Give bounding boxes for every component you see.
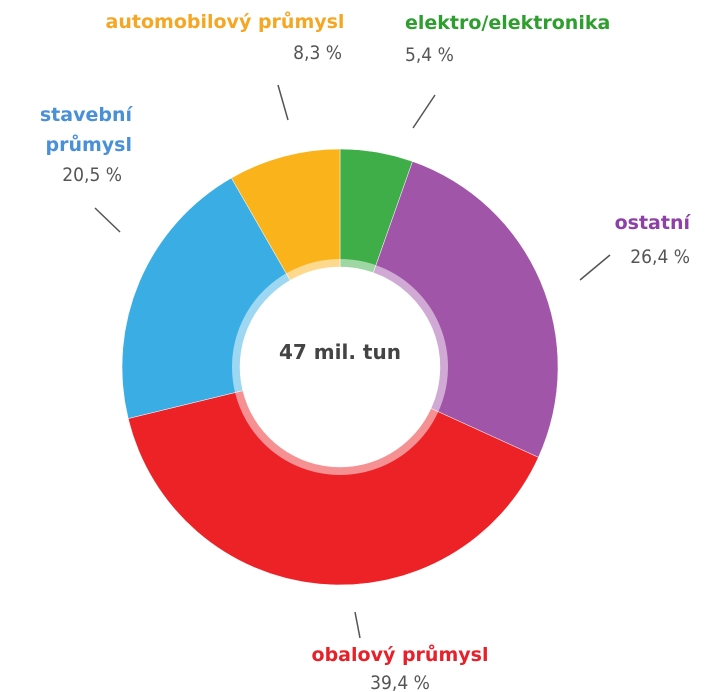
slice-value: 8,3 % (293, 42, 342, 64)
slice-value: 39,4 % (370, 672, 430, 692)
leader-line (579, 254, 611, 281)
slice-name: ostatní (614, 212, 690, 234)
slice (372, 161, 559, 458)
leader-line (354, 611, 361, 639)
center-label: 47 mil. tun (279, 340, 401, 364)
leader-line (94, 207, 121, 233)
slice (231, 148, 341, 281)
slice (127, 390, 539, 586)
slice-name: obalový průmysl (311, 644, 489, 666)
slice-value: 26,4 % (630, 246, 690, 268)
slice-value: 5,4 % (405, 44, 454, 66)
slice-name: stavební průmysl (39, 104, 132, 156)
slice (121, 177, 291, 419)
leader-line (277, 84, 289, 121)
slice-name: elektro/elektronika (405, 12, 611, 34)
inner-shadow (232, 259, 448, 475)
slice-name: automobilový průmysl (105, 11, 345, 33)
leader-line (412, 94, 436, 129)
slice-value: 20,5 % (62, 164, 122, 186)
